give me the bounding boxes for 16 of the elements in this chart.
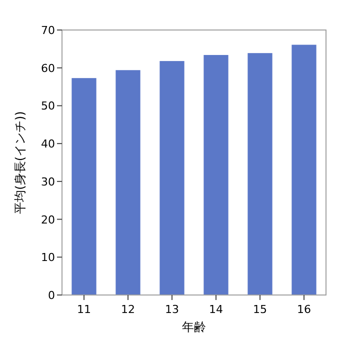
y-tick-label: 30 [41, 175, 55, 188]
x-tick-label: 11 [77, 303, 91, 316]
y-axis-title: 平均(身長(インチ)) [13, 111, 27, 214]
x-tick-label: 12 [121, 303, 135, 316]
y-tick-label: 50 [41, 100, 55, 113]
x-axis-title: 年齢 [182, 320, 206, 334]
y-tick-label: 70 [41, 24, 55, 37]
x-tick-label: 14 [209, 303, 223, 316]
y-tick-label: 40 [41, 138, 55, 151]
y-tick-label: 20 [41, 213, 55, 226]
y-tick-label: 0 [48, 289, 55, 302]
y-tick-label: 10 [41, 251, 55, 264]
x-tick-label: 15 [253, 303, 267, 316]
x-tick-label: 13 [165, 303, 179, 316]
x-tick-label: 16 [297, 303, 311, 316]
y-tick-label: 60 [41, 62, 55, 75]
